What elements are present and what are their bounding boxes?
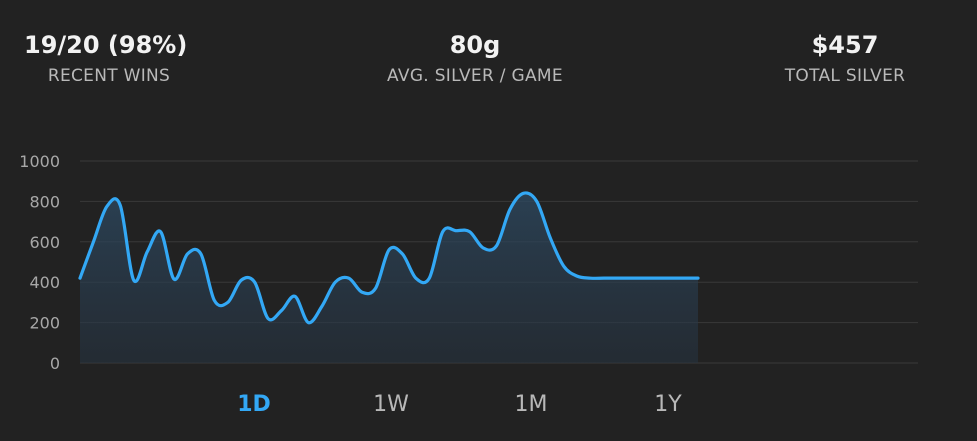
data-point-46 — [696, 276, 700, 280]
data-point-15 — [280, 308, 284, 312]
data-point-45 — [683, 276, 687, 280]
data-point-36 — [562, 264, 566, 268]
data-point-17 — [306, 321, 310, 325]
data-point-13 — [253, 280, 257, 284]
data-point-39 — [602, 276, 606, 280]
data-point-37 — [575, 274, 579, 278]
y-tick-label-200: 200 — [29, 314, 60, 333]
range-tab-1w[interactable]: 1W — [373, 392, 409, 417]
data-point-10 — [212, 298, 216, 302]
data-point-41 — [629, 276, 633, 280]
series-area-fill — [80, 192, 698, 363]
y-tick-label-800: 800 — [29, 192, 60, 211]
data-point-22 — [374, 286, 378, 290]
data-point-30 — [481, 246, 485, 250]
total-silver-stat: $457 TOTAL SILVER — [760, 28, 930, 90]
data-point-2 — [105, 204, 109, 208]
data-point-8 — [185, 252, 189, 256]
series-line — [78, 191, 700, 325]
data-point-28 — [454, 229, 458, 233]
recent-wins-value: 19/20 (98%) — [24, 31, 188, 59]
y-axis-ticks: 0 200 400 600 800 1000 — [19, 152, 60, 373]
data-point-6 — [159, 230, 163, 234]
range-tab-1m[interactable]: 1M — [514, 392, 548, 417]
data-point-14 — [266, 317, 270, 321]
data-point-3 — [118, 203, 122, 207]
range-tab-1d[interactable]: 1D — [237, 392, 271, 417]
data-point-7 — [172, 277, 176, 281]
data-point-33 — [521, 191, 525, 195]
recent-wins-stat: 19/20 (98%) RECENT WINS — [24, 28, 194, 90]
data-point-9 — [199, 252, 203, 256]
avg-silver-stat: 80g AVG. SILVER / GAME — [355, 28, 595, 90]
avg-silver-value: 80g — [449, 31, 501, 59]
data-point-43 — [656, 276, 660, 280]
data-point-27 — [441, 230, 445, 234]
data-point-25 — [414, 276, 418, 280]
data-point-34 — [535, 199, 539, 203]
total-silver-value: $457 — [811, 31, 879, 59]
data-point-42 — [642, 276, 646, 280]
y-tick-label-1000: 1000 — [19, 152, 60, 171]
data-point-32 — [508, 207, 512, 211]
data-point-4 — [132, 278, 136, 282]
data-point-24 — [400, 252, 404, 256]
data-point-26 — [427, 276, 431, 280]
data-point-31 — [494, 244, 498, 248]
data-point-35 — [548, 236, 552, 240]
data-point-12 — [239, 278, 243, 282]
data-point-40 — [615, 276, 619, 280]
recent-wins-label: RECENT WINS — [47, 66, 171, 86]
data-point-20 — [347, 276, 351, 280]
data-point-44 — [669, 276, 673, 280]
y-tick-label-0: 0 — [50, 354, 60, 373]
data-point-16 — [293, 294, 297, 298]
data-point-19 — [333, 280, 337, 284]
y-tick-label-400: 400 — [29, 273, 60, 292]
data-point-0 — [78, 276, 82, 280]
data-point-21 — [360, 290, 364, 294]
data-point-18 — [320, 304, 324, 308]
data-point-23 — [387, 248, 391, 252]
avg-silver-label: AVG. SILVER / GAME — [387, 66, 563, 86]
range-tab-1y[interactable]: 1Y — [654, 392, 682, 417]
data-point-29 — [468, 230, 472, 234]
data-point-11 — [226, 300, 230, 304]
data-point-5 — [145, 250, 149, 254]
data-point-1 — [91, 240, 95, 244]
y-tick-label-600: 600 — [29, 233, 60, 252]
total-silver-label: TOTAL SILVER — [784, 66, 906, 86]
data-point-38 — [589, 276, 593, 280]
